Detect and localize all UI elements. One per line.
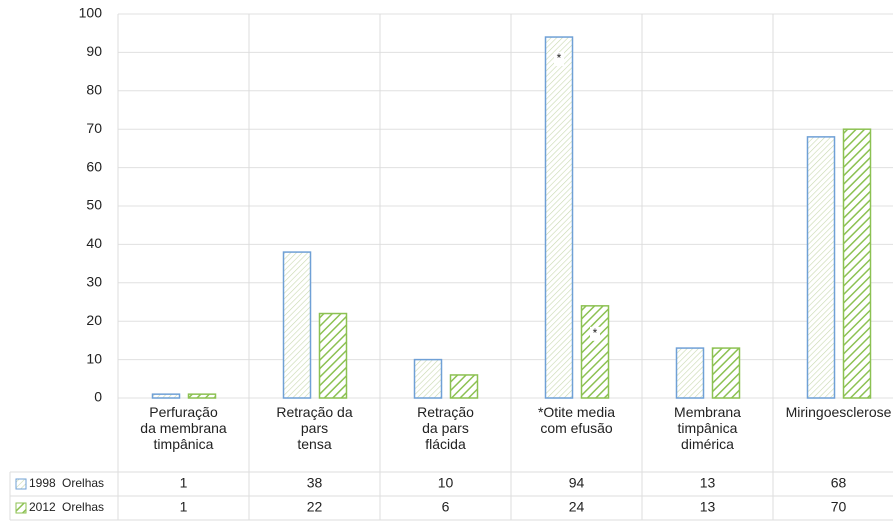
bar	[806, 136, 836, 399]
x-tick-label: Retração da pars flácida	[417, 404, 474, 452]
bar	[544, 36, 574, 399]
x-tick-label: Retração da pars tensa	[276, 404, 353, 452]
annotation-bg	[554, 52, 564, 67]
table-value: 6	[442, 499, 450, 515]
annotation-bg	[590, 326, 600, 341]
x-tick-label: Membrana timpânica dimérica	[674, 404, 741, 452]
annotation: *	[557, 51, 562, 65]
annotation: *	[593, 326, 598, 340]
table-value: 1	[180, 475, 188, 491]
table-value: 13	[700, 499, 716, 515]
x-tick-label: Miringoesclerose	[785, 404, 892, 420]
legend-label: 1998 Orelhas	[29, 476, 104, 490]
x-tick-label: *Otite media com efusão	[537, 404, 616, 436]
y-tick-label: 90	[86, 43, 102, 59]
y-tick-label: 10	[86, 350, 102, 366]
bar	[318, 312, 348, 399]
table-value: 13	[700, 475, 716, 491]
table-value: 22	[307, 499, 323, 515]
table-value: 10	[438, 475, 454, 491]
legend-swatch	[15, 502, 27, 514]
bar	[449, 374, 479, 399]
bar	[675, 347, 705, 399]
bar	[842, 128, 872, 399]
table-value: 68	[831, 475, 847, 491]
y-tick-label: 20	[86, 312, 102, 328]
bar	[151, 393, 181, 399]
y-tick-label: 50	[86, 197, 102, 213]
table-value: 70	[831, 499, 847, 515]
y-tick-label: 70	[86, 120, 102, 136]
x-tick-label: Perfuração da membrana timpânica	[140, 404, 227, 452]
bar	[580, 305, 610, 399]
bar	[413, 358, 443, 399]
table-value: 24	[569, 499, 585, 515]
table-value: 94	[569, 475, 585, 491]
table-value: 38	[307, 475, 323, 491]
table-value: 1	[180, 499, 188, 515]
legend-swatch	[15, 478, 27, 490]
y-tick-label: 0	[94, 389, 102, 405]
y-tick-label: 60	[86, 158, 102, 174]
y-tick-label: 80	[86, 82, 102, 98]
y-tick-label: 100	[79, 5, 103, 21]
bar	[282, 251, 312, 399]
y-tick-label: 30	[86, 274, 102, 290]
bar	[711, 347, 741, 399]
bar	[187, 393, 217, 399]
legend-label: 2012 Orelhas	[29, 500, 104, 514]
y-tick-label: 40	[86, 235, 102, 251]
